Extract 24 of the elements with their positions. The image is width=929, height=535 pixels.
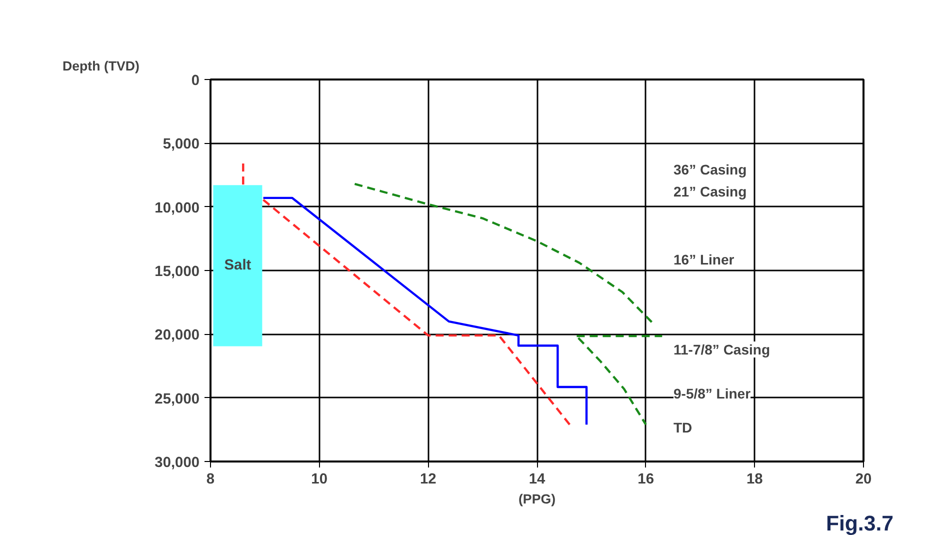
annotation: 36” Casing <box>674 162 747 178</box>
y-tick-label: 10,000 <box>154 200 200 216</box>
y-tick-label: 15,000 <box>154 264 200 280</box>
y-tick-label: 20,000 <box>154 328 200 344</box>
y-tick-label: 0 <box>191 73 200 89</box>
x-tick-label: 16 <box>638 472 654 488</box>
series-label: Salt <box>224 258 252 274</box>
x-tick-label: 10 <box>311 472 328 488</box>
x-tick-label: 14 <box>528 472 546 488</box>
annotation: 11-7/8” Casing <box>674 342 770 358</box>
annotation: TD <box>674 420 692 436</box>
annotation: 16” Liner <box>674 252 735 268</box>
x-tick-label: 18 <box>746 472 763 488</box>
annotation: 9-5/8” Liner <box>674 386 752 402</box>
x-tick-label: 20 <box>855 472 872 488</box>
x-tick-label: 12 <box>420 472 436 488</box>
x-axis-title: (PPG) <box>518 492 556 506</box>
caption: Fig.3.7 <box>826 512 894 535</box>
annotation: 21” Casing <box>674 184 747 200</box>
y-tick-label: 5,000 <box>162 136 200 153</box>
y-tick-label: 25,000 <box>154 391 200 408</box>
y-tick-label: 30,000 <box>154 455 200 471</box>
x-tick-label: 8 <box>206 472 215 488</box>
y-axis-title: Depth (TVD) <box>62 58 140 74</box>
